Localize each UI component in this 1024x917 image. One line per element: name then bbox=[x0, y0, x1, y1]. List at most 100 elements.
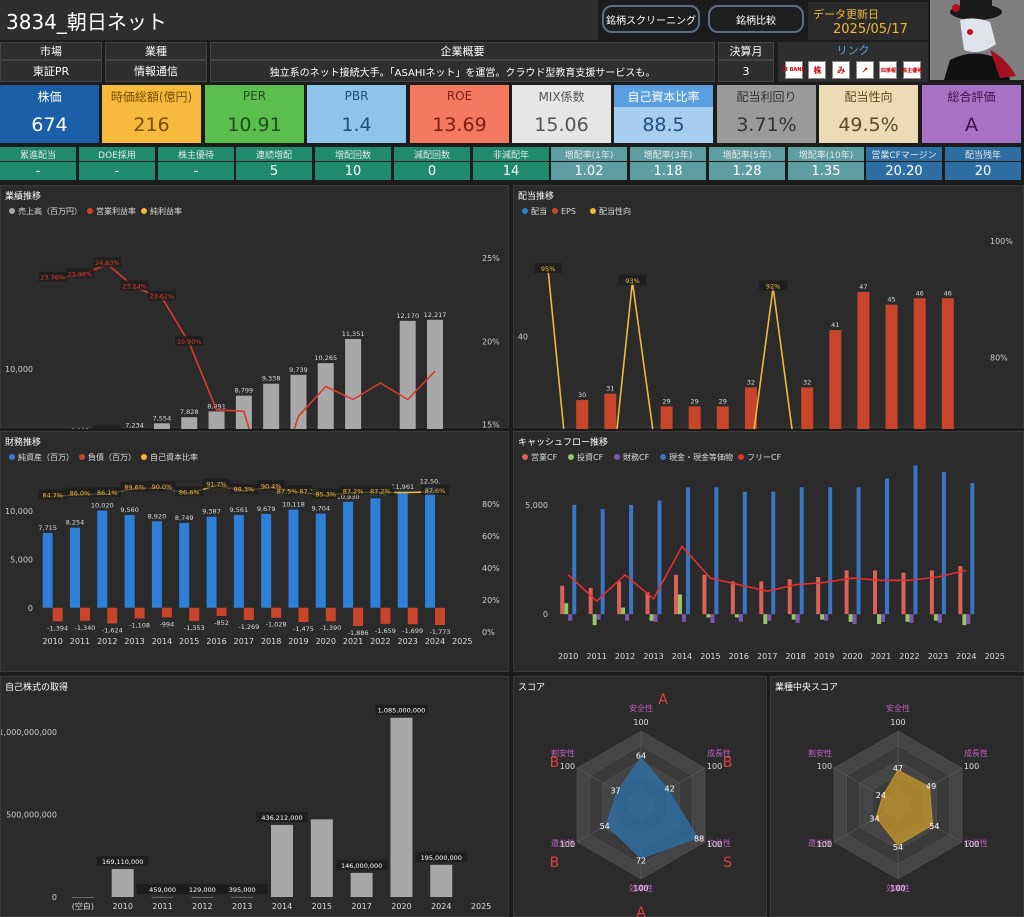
minkabu-icon[interactable]: み bbox=[832, 61, 851, 79]
bar bbox=[370, 498, 381, 608]
screening-button[interactable]: 銘柄スクリーニング bbox=[602, 5, 700, 33]
submetric-value: - bbox=[79, 162, 155, 180]
legend-item: 営業利益率 bbox=[96, 206, 136, 216]
x-tick-label: 2013 bbox=[643, 652, 663, 661]
bar-label: 1,085,000,000 bbox=[378, 707, 426, 715]
compare-button[interactable]: 銘柄比較 bbox=[708, 5, 804, 33]
submetric-value: 1.18 bbox=[630, 162, 706, 180]
x-tick-label: 2024 bbox=[425, 637, 445, 646]
fiscal-month-label: 決算月 bbox=[718, 42, 774, 60]
radar-value-label: 49 bbox=[926, 782, 936, 791]
metric-value: A bbox=[922, 107, 1021, 143]
bar-label: 9,679 bbox=[257, 505, 276, 513]
bar bbox=[317, 363, 334, 429]
bar-label: -1,624 bbox=[102, 627, 123, 635]
bar bbox=[592, 614, 597, 626]
x-tick-label: 2016 bbox=[729, 652, 749, 661]
bar-label: -1,773 bbox=[430, 628, 451, 636]
bar bbox=[958, 566, 963, 615]
y-tick-label: 0 bbox=[52, 893, 57, 902]
bar-label: 10,265 bbox=[314, 354, 337, 362]
radar-max-label: 100 bbox=[707, 840, 722, 849]
x-tick-label: 2024 bbox=[956, 652, 976, 661]
line-label: 90.4% bbox=[261, 482, 282, 490]
legend-item: 純資産（百万） bbox=[18, 452, 74, 462]
y-tick-label: 0 bbox=[543, 610, 548, 619]
data-label-bg bbox=[38, 271, 67, 282]
submetric-value: 0 bbox=[394, 162, 470, 180]
jisha-panel: 自己株式の取得 0 500,000,000 1,000,000,000 (空白) 201… bbox=[0, 676, 509, 917]
bar-label: 11,351 bbox=[342, 330, 365, 338]
bar-label: 459,000 bbox=[149, 886, 176, 894]
submetric-value: - bbox=[158, 162, 234, 180]
gyoseki-chart: 売上高（百万円）営業利益率純利益率05,00010,0005%10%15%20%… bbox=[5, 206, 500, 429]
bar-label: 169,110,000 bbox=[102, 858, 143, 866]
x-tick-label: 2017 bbox=[757, 652, 777, 661]
x-tick-label: 2011 bbox=[70, 637, 90, 646]
bar bbox=[560, 585, 565, 615]
bar bbox=[653, 614, 658, 622]
line-label: 85.3% bbox=[315, 491, 336, 499]
x-tick-label: 2012 bbox=[615, 652, 635, 661]
x-tick-label: 2013 bbox=[124, 637, 144, 646]
radar-value-label: 88 bbox=[694, 835, 704, 844]
bar bbox=[767, 614, 772, 621]
bar-label: 8,749 bbox=[175, 514, 194, 522]
y2-tick-label: 0% bbox=[482, 628, 495, 637]
bar bbox=[816, 577, 821, 615]
bar bbox=[345, 339, 362, 429]
chart-icon[interactable]: ↗ bbox=[855, 61, 874, 79]
radar-max-label: 100 bbox=[890, 718, 905, 727]
bar-label: 9,561 bbox=[230, 506, 249, 514]
bar bbox=[929, 570, 934, 615]
x-tick-label: 2010 bbox=[42, 637, 62, 646]
bar bbox=[966, 614, 971, 625]
radar-axis-label: 効率性 bbox=[886, 883, 910, 893]
radar-value-label: 72 bbox=[636, 856, 646, 865]
bar bbox=[189, 607, 200, 621]
line-label: 95% bbox=[541, 265, 555, 273]
legend-marker bbox=[141, 454, 147, 460]
bar-label: 29 bbox=[719, 397, 727, 405]
bar-label: -1,394 bbox=[47, 624, 68, 632]
yutai-icon[interactable]: 株主優待 bbox=[902, 61, 922, 79]
bar bbox=[315, 513, 326, 608]
data-label-bg bbox=[96, 856, 149, 867]
industry-label: 業種 bbox=[105, 42, 207, 60]
shikiho-icon[interactable]: 四季報 bbox=[879, 61, 898, 79]
data-label-bg bbox=[175, 335, 204, 346]
bar bbox=[688, 406, 701, 429]
y2-tick-label: 100% bbox=[990, 237, 1013, 246]
bar-label: -1,659 bbox=[375, 627, 396, 635]
bar-label: 7,715 bbox=[38, 524, 57, 532]
x-tick-label: 2021 bbox=[343, 637, 363, 646]
bar bbox=[657, 500, 662, 615]
line-label: 24.63% bbox=[95, 259, 120, 267]
series-line bbox=[52, 263, 436, 429]
radar-max-label: 100 bbox=[707, 762, 722, 771]
legend-marker bbox=[141, 208, 147, 214]
data-label-bg bbox=[421, 484, 450, 495]
bar-label: -1,340 bbox=[74, 624, 95, 632]
bar bbox=[271, 607, 282, 618]
bar bbox=[681, 614, 686, 622]
x-tick-label: 2025 bbox=[985, 652, 1005, 661]
ir-bank-icon[interactable]: IR BANK bbox=[782, 61, 805, 79]
y-tick-label: 500,000,000 bbox=[6, 810, 57, 819]
data-label-bg bbox=[759, 280, 788, 291]
bar-label: 29 bbox=[691, 397, 699, 405]
bar bbox=[399, 320, 416, 429]
kabutan-icon[interactable]: 株 bbox=[808, 61, 827, 79]
bar bbox=[791, 614, 796, 620]
bar bbox=[435, 607, 446, 625]
bar bbox=[564, 603, 569, 615]
radar-max-label: 100 bbox=[560, 840, 575, 849]
radar-value-label: 54 bbox=[929, 822, 939, 831]
metric-label: PBR bbox=[307, 85, 406, 107]
x-tick-label: 2020 bbox=[391, 902, 411, 911]
radar-max-label: 100 bbox=[890, 884, 905, 893]
bar bbox=[763, 614, 768, 625]
submetric-value: 10 bbox=[315, 162, 391, 180]
radar-axis-label: 割安性 bbox=[551, 748, 575, 758]
